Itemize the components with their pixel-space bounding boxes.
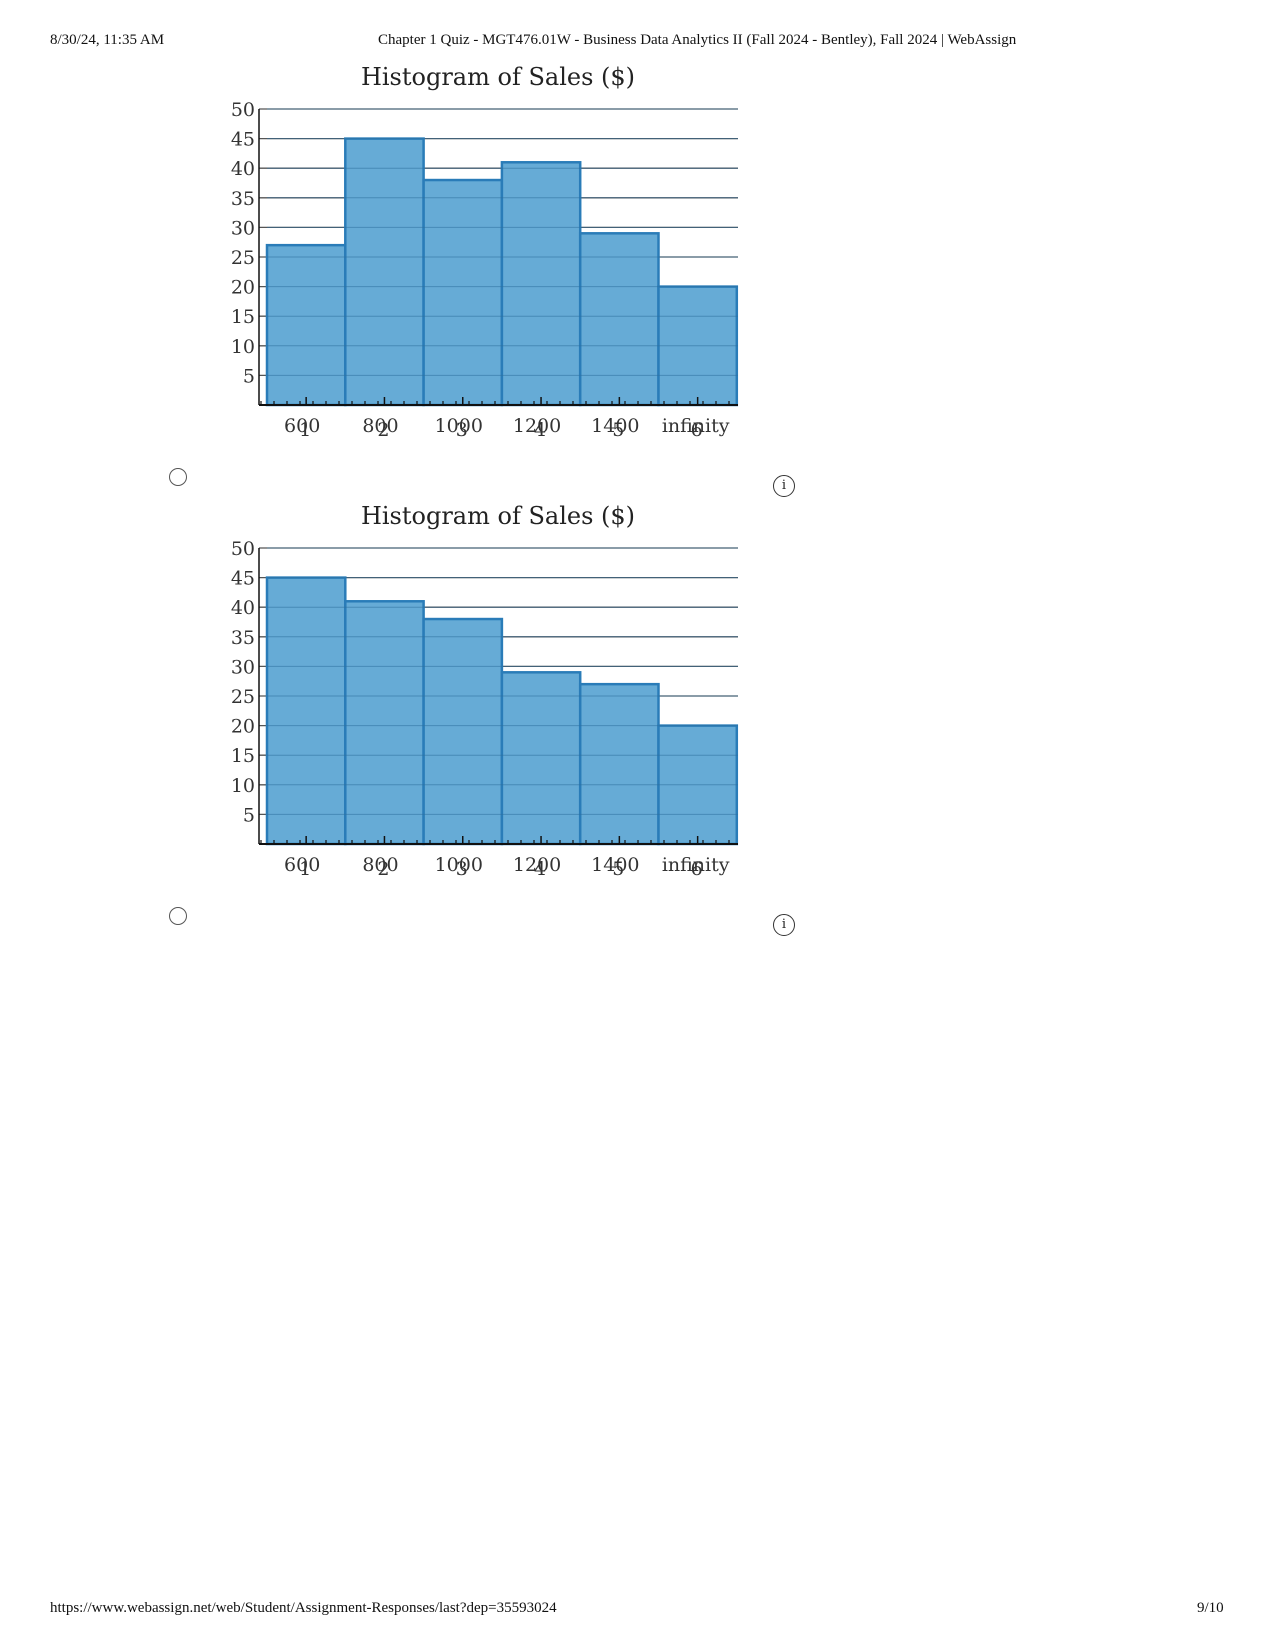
info-icon[interactable]: i <box>773 914 795 936</box>
x-tick-label: 800 <box>362 415 398 437</box>
y-tick-label: 20 <box>231 277 255 299</box>
y-tick-label: 30 <box>231 217 255 239</box>
y-tick-label: 5 <box>243 365 255 387</box>
bin-index-label: 1 <box>299 419 311 441</box>
y-tick-label: 25 <box>231 247 255 269</box>
y-tick-label: 10 <box>231 775 255 797</box>
x-tick-label: 1400 <box>591 415 639 437</box>
bin-index-label: 1 <box>299 858 311 880</box>
histogram-bar <box>500 671 582 846</box>
y-tick-label: 30 <box>231 656 255 678</box>
histogram-svg: Histogram of Sales ($)510152025303540455… <box>231 502 739 880</box>
page-number: 9/10 <box>1197 1600 1224 1616</box>
y-tick-label: 15 <box>231 306 255 328</box>
print-timestamp: 8/30/24, 11:35 AM <box>50 32 165 48</box>
x-tick-label: 600 <box>284 415 320 437</box>
x-tick-label: 1200 <box>513 415 561 437</box>
chart-title: Histogram of Sales ($) <box>361 63 635 91</box>
y-tick-label: 15 <box>231 745 255 767</box>
histogram-bar <box>578 232 660 407</box>
y-tick-label: 5 <box>243 804 255 826</box>
chart-title: Histogram of Sales ($) <box>361 502 635 530</box>
x-tick-label: 600 <box>284 854 320 876</box>
bin-index-label: 4 <box>534 419 546 441</box>
histogram-bar <box>578 682 660 846</box>
bin-index-label: 3 <box>456 419 468 441</box>
bin-index-label: 4 <box>534 858 546 880</box>
x-tick-label: 1000 <box>435 415 483 437</box>
y-tick-label: 40 <box>231 597 255 619</box>
histogram-bar <box>265 576 347 846</box>
answer-option-1-radio[interactable] <box>169 468 187 486</box>
y-tick-label: 50 <box>231 99 255 121</box>
bin-index-label: 2 <box>377 858 389 880</box>
x-tick-label: 1000 <box>435 854 483 876</box>
histogram-svg: Histogram of Sales ($)510152025303540455… <box>231 63 739 441</box>
histogram-chart-option-2: Histogram of Sales ($) 5 10 15 20 25 30 35 40 45 5… <box>200 494 780 914</box>
y-tick-label: 50 <box>231 538 255 560</box>
histogram-bar <box>422 617 504 846</box>
y-tick-label: 35 <box>231 188 255 210</box>
x-tick-label: infinity <box>662 415 730 437</box>
histogram-chart-option-1: Histogram of Sales ($) 5 10 15 20 25 30 35 40 45 5… <box>200 55 780 475</box>
histogram-bar <box>344 137 425 407</box>
y-tick-label: 25 <box>231 686 255 708</box>
histogram-bar <box>344 600 425 846</box>
info-icon[interactable]: i <box>773 475 795 497</box>
x-tick-label: infinity <box>662 854 730 876</box>
bin-index-label: 5 <box>612 858 624 880</box>
bin-index-label: 6 <box>691 858 703 880</box>
y-tick-label: 45 <box>231 129 255 151</box>
bin-index-label: 5 <box>612 419 624 441</box>
y-tick-label: 35 <box>231 627 255 649</box>
y-tick-label: 20 <box>231 716 255 738</box>
histogram-bar <box>265 243 347 407</box>
histogram-bar <box>500 161 582 407</box>
histogram-bar <box>422 178 504 407</box>
x-tick-label: 1400 <box>591 854 639 876</box>
bin-index-label: 2 <box>377 419 389 441</box>
page-title: Chapter 1 Quiz - MGT476.01W - Business D… <box>378 32 1017 48</box>
y-tick-label: 40 <box>231 158 255 180</box>
answer-option-2-radio[interactable] <box>169 907 187 925</box>
y-tick-label: 45 <box>231 568 255 590</box>
x-tick-label: 800 <box>362 854 398 876</box>
page-url: https://www.webassign.net/web/Student/As… <box>50 1600 557 1616</box>
y-tick-label: 10 <box>231 336 255 358</box>
x-tick-label: 1200 <box>513 854 561 876</box>
bin-index-label: 6 <box>691 419 703 441</box>
bin-index-label: 3 <box>456 858 468 880</box>
